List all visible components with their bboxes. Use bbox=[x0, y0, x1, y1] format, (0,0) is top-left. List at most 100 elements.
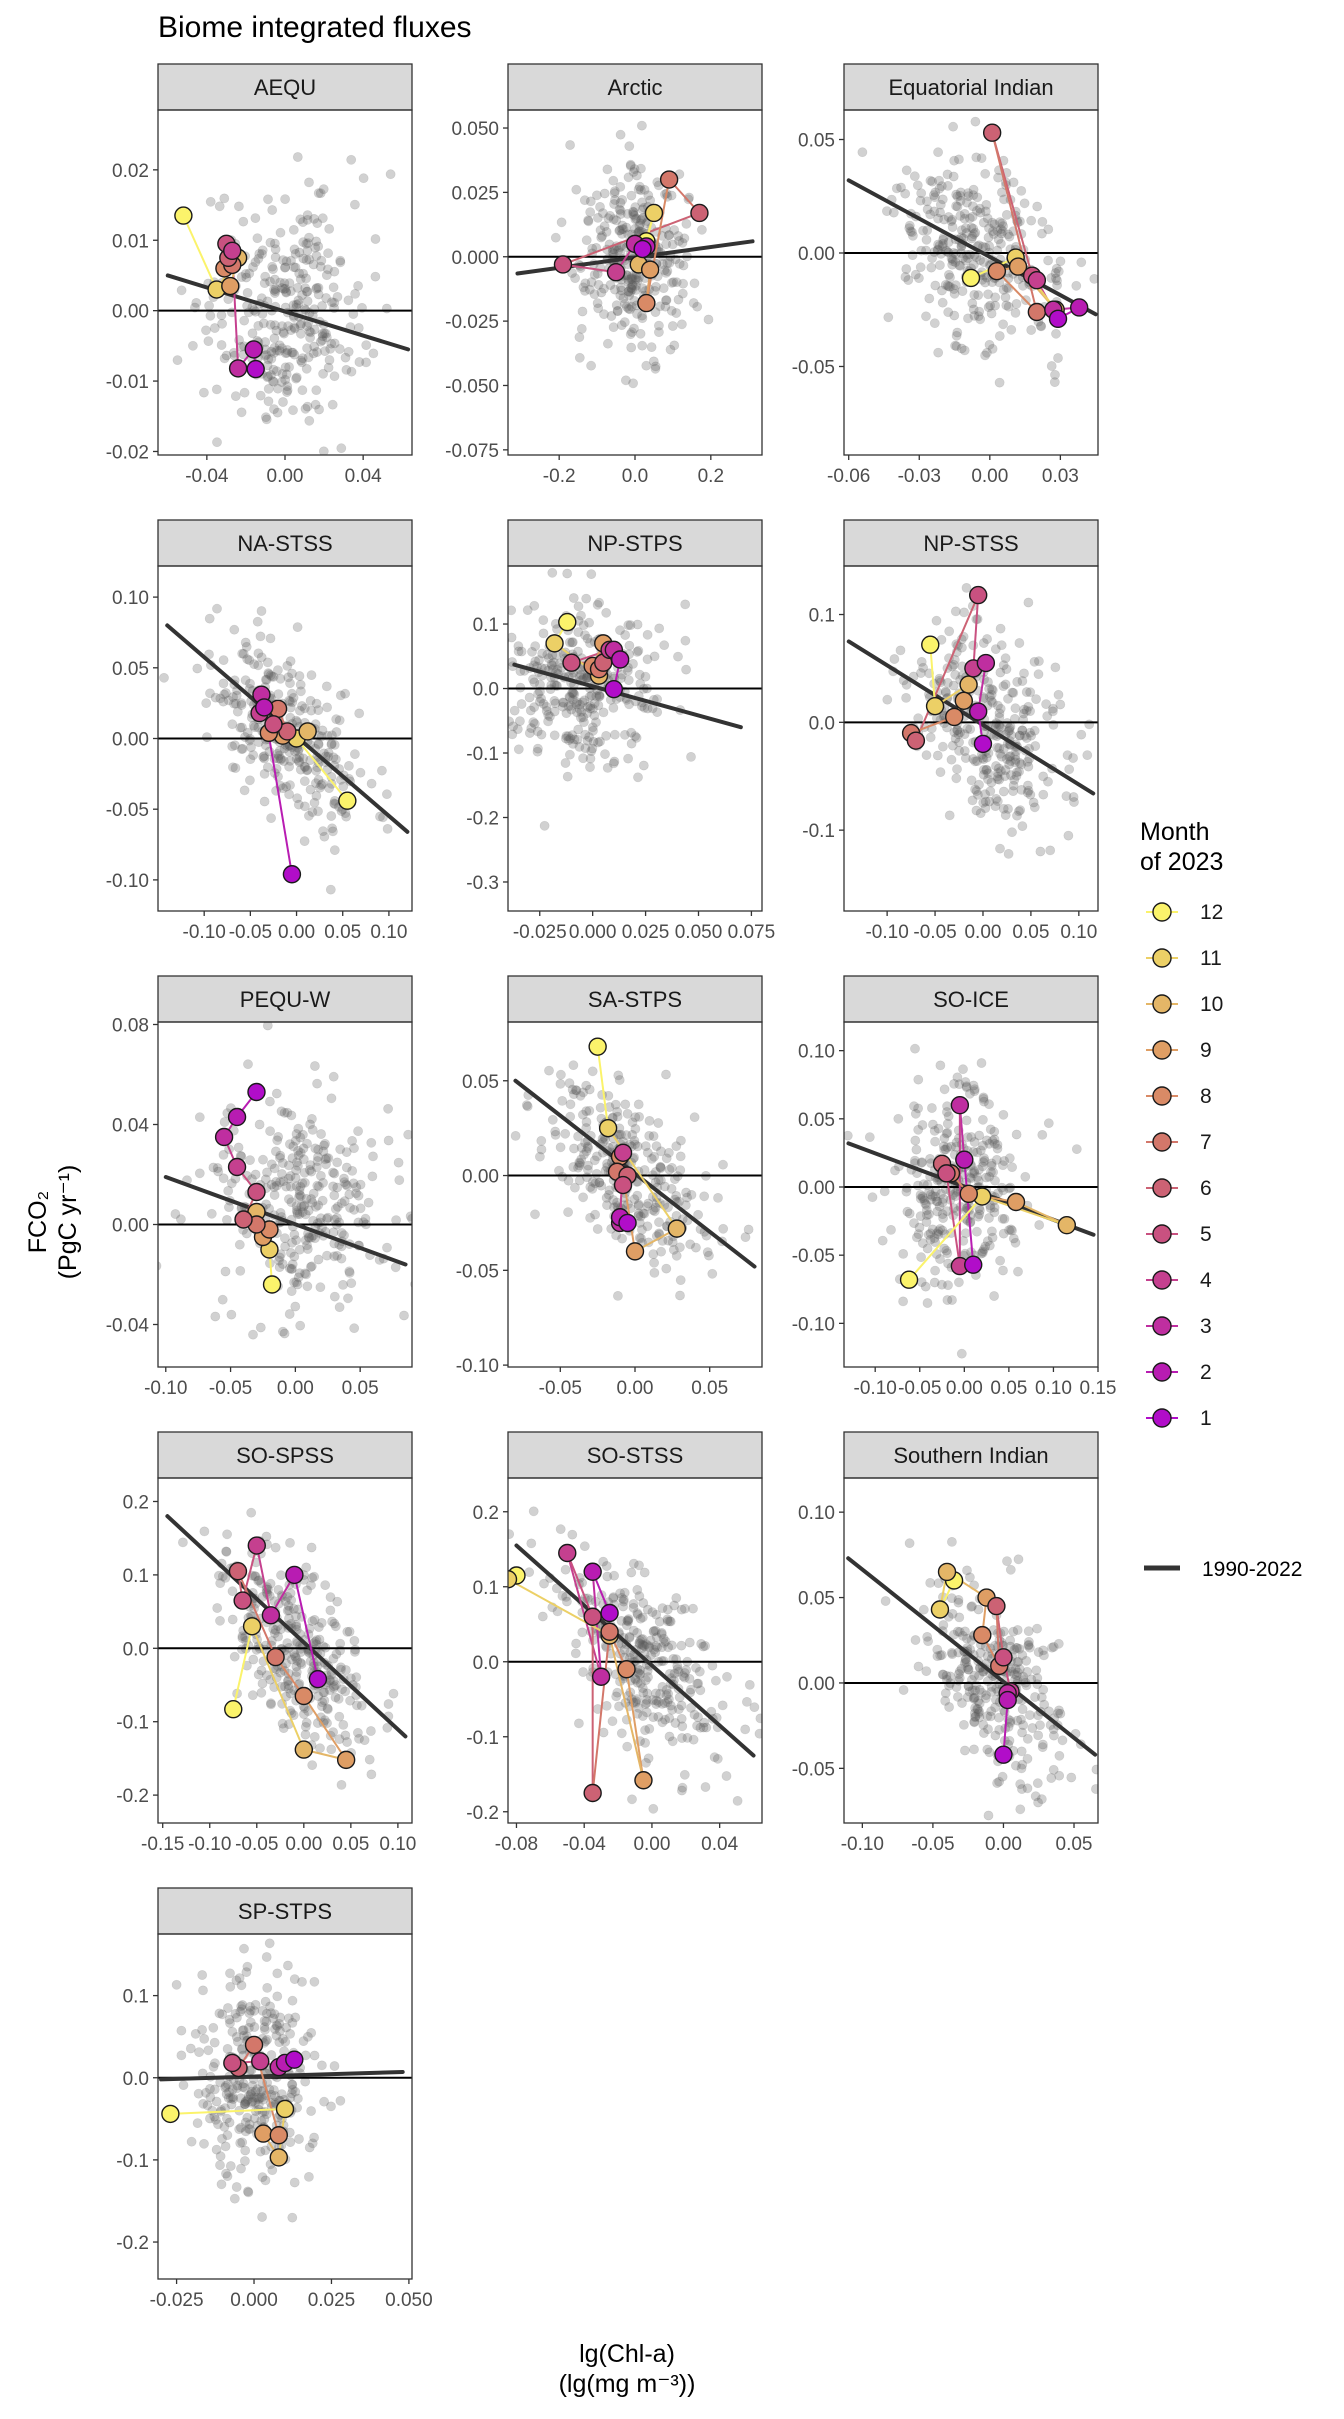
month-point-1 bbox=[618, 1213, 637, 1233]
historical-point bbox=[255, 390, 266, 401]
historical-point bbox=[265, 670, 276, 681]
historical-point bbox=[1022, 1666, 1033, 1677]
y-tick-label: -0.2 bbox=[116, 1786, 149, 1807]
historical-point bbox=[255, 2146, 266, 2157]
historical-point bbox=[532, 746, 543, 757]
legend-item-month-5: 5 bbox=[1146, 1223, 1212, 1246]
historical-point bbox=[309, 324, 320, 335]
historical-point bbox=[713, 1193, 723, 1203]
historical-point bbox=[236, 407, 247, 418]
historical-point bbox=[587, 1066, 598, 1077]
month-path-segment bbox=[945, 1173, 961, 1267]
historical-point bbox=[882, 694, 893, 705]
historical-point bbox=[313, 739, 324, 750]
historical-point bbox=[598, 707, 609, 718]
historical-point bbox=[916, 188, 927, 199]
historical-point bbox=[326, 297, 337, 307]
historical-point bbox=[264, 1096, 275, 1107]
historical-point bbox=[246, 1507, 257, 1518]
historical-point bbox=[291, 1129, 302, 1139]
historical-point bbox=[227, 2084, 238, 2095]
historical-point bbox=[301, 363, 312, 374]
historical-point bbox=[571, 699, 582, 709]
historical-point bbox=[256, 1665, 267, 1676]
historical-point bbox=[983, 1724, 993, 1734]
historical-point bbox=[203, 2045, 214, 2056]
historical-point bbox=[968, 1080, 979, 1091]
historical-point bbox=[1033, 669, 1044, 680]
historical-point bbox=[940, 1696, 951, 1706]
historical-point bbox=[253, 2094, 264, 2105]
historical-point bbox=[996, 751, 1007, 762]
historical-point bbox=[268, 2013, 279, 2024]
historical-point bbox=[230, 763, 241, 773]
historical-point bbox=[602, 1571, 613, 1582]
historical-point bbox=[623, 620, 634, 630]
historical-point bbox=[921, 1200, 932, 1210]
historical-point bbox=[661, 295, 671, 306]
historical-point bbox=[981, 1693, 991, 1704]
historical-point bbox=[242, 2186, 253, 2197]
historical-point bbox=[223, 2093, 234, 2103]
historical-point bbox=[608, 703, 619, 713]
historical-point bbox=[599, 283, 609, 294]
historical-point bbox=[293, 295, 304, 306]
historical-point bbox=[291, 1201, 302, 1211]
historical-point bbox=[944, 810, 955, 821]
x-tick-label: -0.10 bbox=[183, 922, 226, 943]
historical-point bbox=[1020, 1171, 1031, 1182]
historical-point bbox=[631, 272, 641, 283]
historical-point bbox=[638, 1640, 649, 1651]
historical-point bbox=[945, 1671, 956, 1682]
historical-point bbox=[936, 181, 947, 191]
historical-point bbox=[931, 1196, 942, 1207]
historical-point bbox=[560, 1564, 571, 1575]
month-point-8 bbox=[637, 293, 656, 313]
legend-label: 10 bbox=[1200, 993, 1223, 1016]
historical-point bbox=[305, 1160, 316, 1170]
historical-point bbox=[1025, 1710, 1035, 1720]
historical-point bbox=[974, 1706, 985, 1717]
historical-point bbox=[302, 401, 313, 412]
historical-point bbox=[976, 1687, 987, 1698]
historical-point bbox=[941, 687, 951, 698]
historical-point bbox=[285, 1181, 296, 1192]
historical-point bbox=[661, 1069, 671, 1080]
month-point-4 bbox=[223, 241, 242, 261]
historical-point bbox=[651, 1695, 662, 1706]
historical-point bbox=[651, 1632, 662, 1643]
historical-point bbox=[607, 1716, 618, 1727]
historical-point bbox=[258, 752, 269, 762]
x-tick-label: 0.05 bbox=[324, 922, 361, 943]
historical-point bbox=[278, 327, 289, 338]
historical-point bbox=[562, 568, 573, 579]
historical-point bbox=[345, 1673, 356, 1684]
historical-point bbox=[671, 308, 682, 318]
historical-point bbox=[261, 675, 272, 685]
historical-point bbox=[651, 1688, 661, 1699]
historical-point bbox=[984, 1240, 995, 1251]
historical-point bbox=[684, 1637, 695, 1648]
historical-point bbox=[329, 1251, 340, 1262]
historical-point bbox=[632, 308, 642, 319]
panel-southern-indian: Southern Indian-0.050.000.050.10-0.10 -0.… bbox=[792, 1431, 1099, 1855]
historical-point bbox=[954, 154, 964, 165]
historical-point bbox=[1052, 280, 1062, 291]
historical-point bbox=[947, 256, 958, 266]
historical-point bbox=[270, 1146, 281, 1157]
historical-point bbox=[618, 293, 629, 303]
historical-point bbox=[310, 778, 321, 789]
month-path-segment bbox=[929, 644, 937, 707]
historical-point bbox=[974, 779, 984, 790]
historical-point bbox=[349, 1323, 360, 1334]
historical-point bbox=[239, 2099, 250, 2109]
historical-point bbox=[269, 1163, 280, 1174]
historical-point bbox=[732, 1796, 743, 1806]
historical-point bbox=[555, 1142, 566, 1153]
historical-point bbox=[201, 325, 211, 336]
month-point-11 bbox=[275, 2099, 295, 2119]
historical-point bbox=[579, 695, 590, 706]
historical-point bbox=[586, 569, 597, 579]
historical-point bbox=[1030, 1692, 1040, 1702]
historical-point bbox=[661, 1153, 672, 1164]
